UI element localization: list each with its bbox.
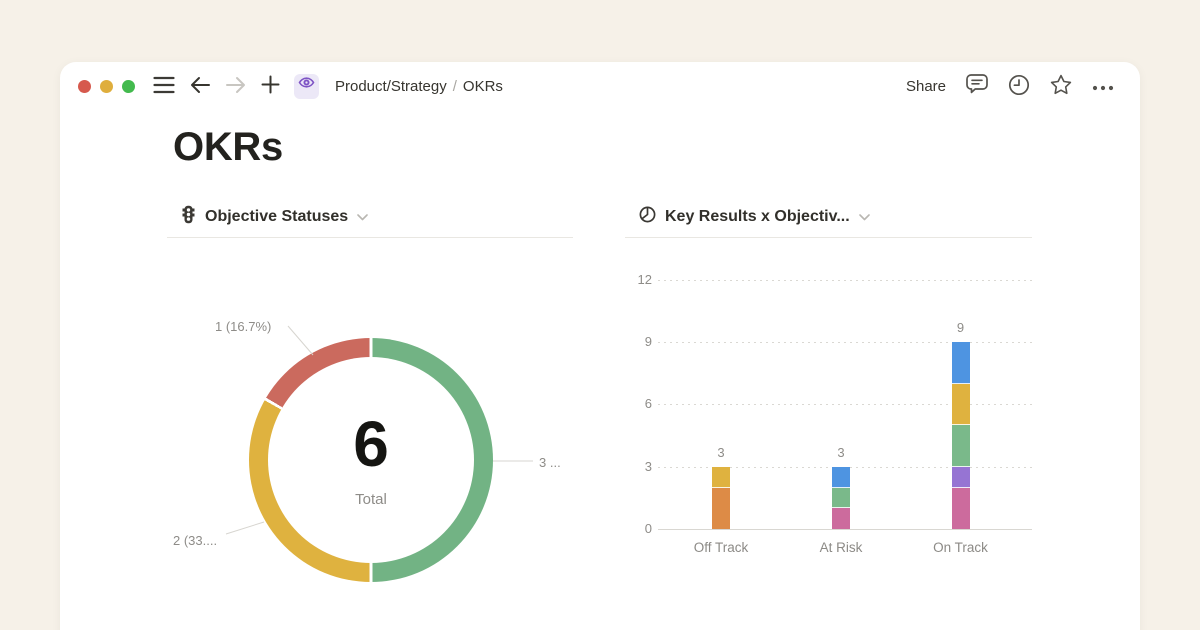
bar-segment[interactable]: [951, 342, 970, 384]
bar-segment[interactable]: [832, 466, 850, 488]
donut-chart-divider: [167, 237, 573, 238]
plus-icon: [261, 75, 280, 97]
donut-ring[interactable]: [249, 338, 493, 582]
donut-slice-label-ontrack: 3 ...: [539, 455, 561, 470]
y-axis-tick: 9: [644, 334, 652, 349]
y-axis-tick: 12: [637, 272, 652, 287]
window-topbar: Product/Strategy / OKRs Share: [60, 62, 1140, 110]
y-axis-tick: 3: [644, 459, 652, 474]
app-window: Product/Strategy / OKRs Share: [60, 62, 1140, 630]
y-axis-tick: 6: [644, 396, 652, 411]
bar-segment[interactable]: [951, 383, 970, 426]
donut-chart-header[interactable]: Objective Statuses: [181, 204, 368, 230]
sidebar-toggle-button[interactable]: [153, 76, 175, 97]
comments-button[interactable]: [966, 74, 988, 98]
forward-button[interactable]: [225, 75, 247, 98]
bar-value-label: 3: [717, 444, 725, 460]
more-options-button[interactable]: [1092, 79, 1114, 94]
window-controls: [78, 79, 135, 93]
comment-bubble-icon: [966, 74, 988, 98]
breadcrumb-separator: /: [452, 77, 457, 95]
page-emoji-badge[interactable]: [294, 73, 319, 99]
bar-chart-header[interactable]: Key Results x Objectiv...: [639, 204, 870, 230]
x-axis-label: On Track: [933, 540, 988, 555]
bar-chart: 12 9 6 3 0 3 Off Track 3 At Risk 9 On Track: [625, 252, 1032, 562]
bar-chart-title: Key Results x Objectiv...: [665, 208, 850, 225]
donut-chart-title: Objective Statuses: [205, 208, 349, 225]
pie-chart-icon: [639, 206, 656, 228]
donut-total-label: Total: [355, 491, 387, 508]
bar-segment[interactable]: [712, 466, 730, 488]
ellipsis-icon: [1092, 79, 1114, 94]
eye-icon: [298, 76, 315, 96]
zoom-window-button[interactable]: [122, 79, 135, 93]
bar-segment[interactable]: [951, 425, 970, 467]
x-axis-label: At Risk: [819, 540, 863, 555]
back-button[interactable]: [189, 75, 211, 98]
share-button[interactable]: Share: [905, 77, 946, 95]
chevron-down-icon[interactable]: [858, 208, 870, 226]
back-arrow-icon: [189, 75, 211, 98]
breadcrumb-current[interactable]: OKRs: [462, 77, 503, 95]
bar-segment[interactable]: [712, 487, 730, 529]
chevron-down-icon[interactable]: [357, 208, 368, 226]
bar-segment[interactable]: [951, 487, 970, 529]
donut-center: 6 Total: [249, 338, 493, 582]
x-axis-label: Off Track: [693, 540, 749, 555]
y-axis-tick: 0: [644, 521, 652, 536]
page-title: OKRs: [173, 125, 283, 169]
clock-icon: [1008, 74, 1030, 99]
topbar-actions: Share: [906, 74, 1114, 99]
hamburger-icon: [153, 76, 175, 97]
history-button[interactable]: [1008, 74, 1030, 99]
bar-value-label: 3: [837, 444, 845, 460]
minimize-window-button[interactable]: [100, 79, 113, 93]
star-icon: [1050, 74, 1072, 98]
traffic-light-status-icon: [181, 205, 196, 229]
donut-slice-label-atrisk: 2 (33....: [173, 533, 218, 548]
favorite-button[interactable]: [1050, 74, 1072, 98]
bar-value-label: 9: [956, 320, 965, 336]
bar-segment[interactable]: [832, 487, 850, 509]
new-page-button[interactable]: [261, 75, 280, 97]
forward-arrow-icon: [225, 75, 247, 98]
breadcrumb: Product/Strategy / OKRs: [335, 78, 503, 95]
bar-segment[interactable]: [832, 508, 850, 529]
breadcrumb-parent[interactable]: Product/Strategy: [335, 77, 447, 95]
bar-plot: 3 Off Track 3 At Risk 9 On Track: [625, 252, 1032, 562]
donut-chart: 6 Total 1 (16.7%) 2 (33.... 3 ...: [167, 238, 573, 630]
donut-slice-label-offtrack: 1 (16.7%): [215, 319, 272, 334]
close-window-button[interactable]: [78, 79, 91, 93]
donut-total-value: 6: [353, 408, 389, 480]
donut-hole: [268, 357, 474, 563]
bar-segment[interactable]: [951, 466, 970, 488]
bar-chart-divider: [625, 237, 1032, 238]
